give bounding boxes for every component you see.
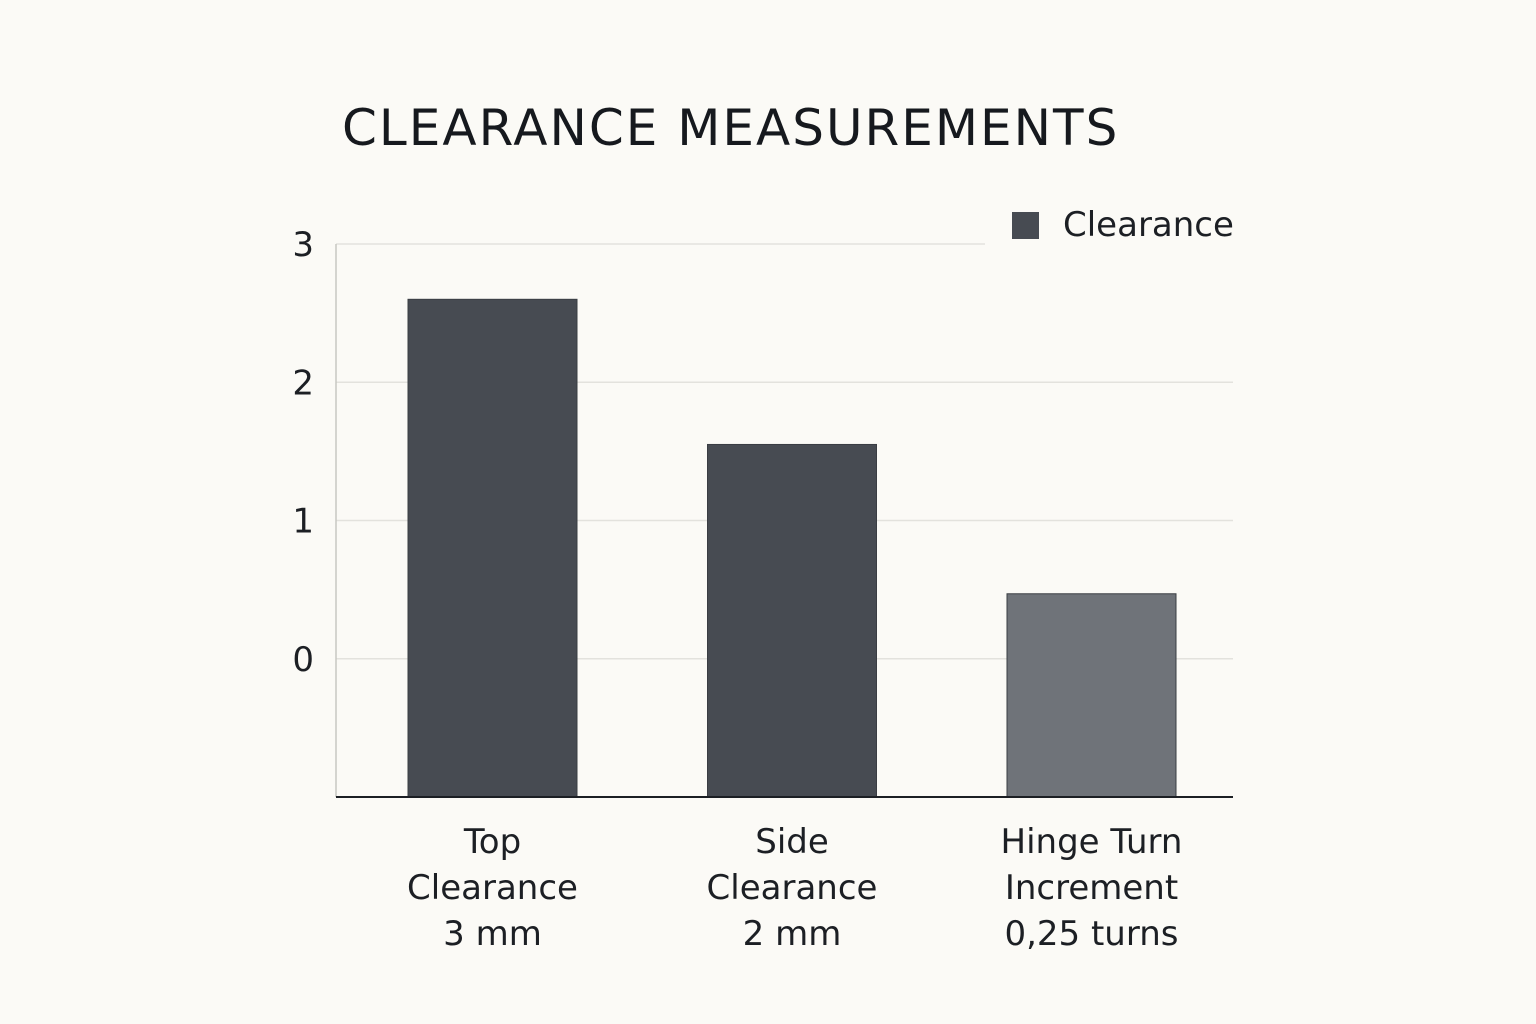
legend-swatch bbox=[1012, 211, 1039, 239]
x-category-label: Increment bbox=[1005, 868, 1178, 908]
x-category-label: Hinge Turn bbox=[1001, 822, 1183, 862]
y-tick-label: 2 bbox=[292, 363, 314, 403]
legend: Clearance bbox=[1012, 203, 1234, 247]
legend-label-clearance: Clearance bbox=[1063, 205, 1234, 245]
x-axis-categories: Top Clearance 3 mm Side Clearance 2 mm Hinge T… bbox=[407, 822, 1182, 954]
x-category-label: Clearance bbox=[707, 868, 878, 908]
x-category-label: 3 mm bbox=[443, 914, 542, 954]
x-category-label: Side bbox=[755, 822, 829, 862]
y-tick-label: 1 bbox=[292, 502, 314, 542]
bar-0 bbox=[407, 298, 578, 798]
bars bbox=[407, 298, 1177, 798]
chart-title: CLEARANCE MEASUREMENTS bbox=[342, 99, 1120, 157]
y-tick-label: 3 bbox=[292, 225, 314, 265]
bar-2 bbox=[1006, 593, 1177, 798]
x-category-label: Clearance bbox=[407, 868, 578, 908]
axes bbox=[335, 244, 1233, 798]
y-tick-label: 0 bbox=[292, 640, 314, 680]
x-category-label: Top bbox=[463, 822, 521, 862]
x-category-label: 0,25 turns bbox=[1004, 914, 1178, 954]
bar-1 bbox=[707, 443, 877, 798]
x-category-label: 2 mm bbox=[743, 914, 842, 954]
y-axis-ticks: 3 2 1 0 bbox=[292, 225, 314, 680]
